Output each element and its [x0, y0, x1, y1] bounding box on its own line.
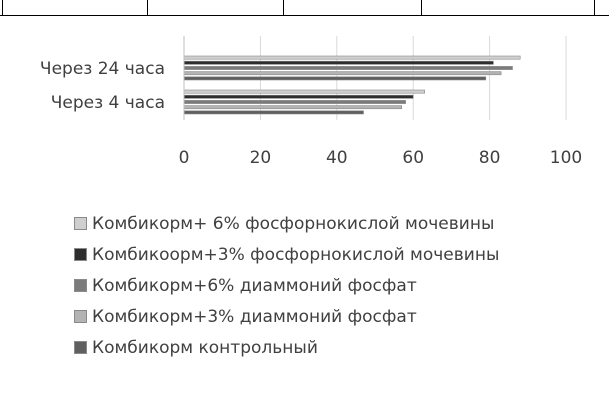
- legend-swatch: [74, 279, 87, 292]
- chart-legend: Комбикорм+ 6% фосфорнокислой мочевины Ком…: [74, 208, 499, 363]
- bar: [183, 94, 414, 99]
- category-label: Через 24 часа: [40, 59, 165, 79]
- bar: [183, 110, 364, 115]
- bar: [183, 76, 487, 81]
- legend-label: Комбикоорм+3% фосфорнокислой мочевины: [92, 244, 500, 265]
- legend-item: Комбикорм контрольный: [74, 332, 499, 363]
- bar: [183, 55, 521, 60]
- bar: [183, 71, 502, 76]
- bar: [183, 100, 406, 104]
- legend-item: Комбикорм+6% диаммоний фосфат: [74, 270, 499, 301]
- legend-swatch: [74, 248, 87, 261]
- bar: [183, 60, 494, 65]
- bar: [183, 105, 402, 110]
- legend-item: Комбикорм+3% диаммоний фосфат: [74, 301, 499, 332]
- legend-label: Комбикорм+ 6% фосфорнокислой мочевины: [92, 213, 495, 234]
- x-tick-label: 80: [479, 148, 501, 168]
- table-top-border: [0, 0, 609, 16]
- legend-item: Комбикоорм+3% фосфорнокислой мочевины: [74, 239, 499, 270]
- legend-label: Комбикорм контрольный: [92, 337, 318, 358]
- bar: [183, 89, 425, 94]
- x-tick-label: 0: [179, 148, 190, 168]
- bar-chart: Через 4 часа Через 24 часа 0 20 40 60 80 100: [40, 36, 582, 168]
- legend-swatch: [74, 217, 87, 230]
- x-tick-label: 60: [402, 148, 424, 168]
- legend-swatch: [74, 341, 87, 354]
- legend-label: Комбикорм+6% диаммоний фосфат: [92, 275, 417, 296]
- chart-frame: Через 4 часа Через 24 часа 0 20 40 60 80 100 Ко…: [0, 16, 609, 416]
- x-tick-label: 100: [550, 148, 582, 168]
- legend-label: Комбикорм+3% диаммоний фосфат: [92, 306, 417, 327]
- x-tick-label: 40: [326, 148, 348, 168]
- bar: [183, 66, 513, 70]
- category-label: Через 4 часа: [51, 93, 165, 113]
- legend-swatch: [74, 310, 87, 323]
- legend-item: Комбикорм+ 6% фосфорнокислой мочевины: [74, 208, 499, 239]
- x-tick-label: 20: [250, 148, 272, 168]
